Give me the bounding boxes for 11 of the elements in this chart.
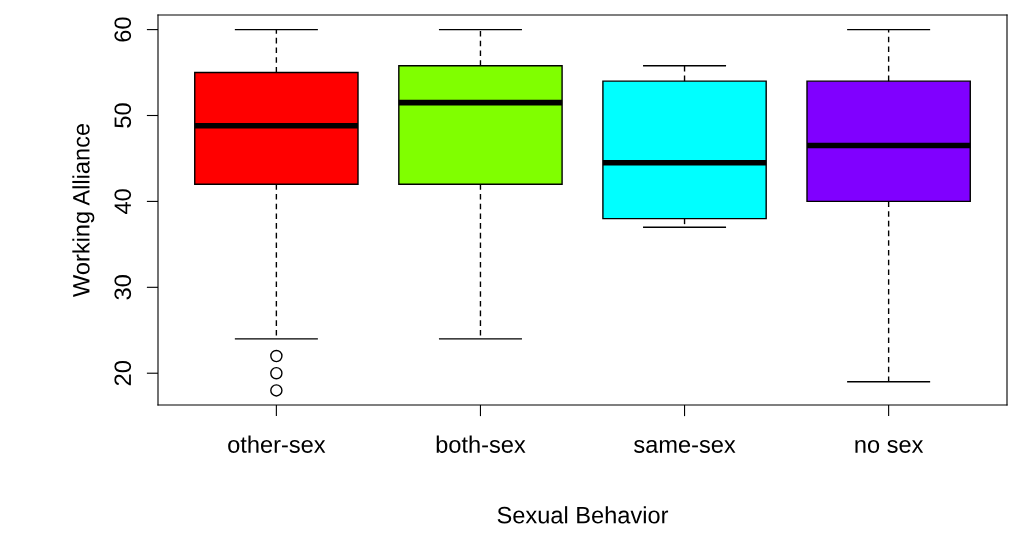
y-tick-label: 20 — [114, 361, 132, 386]
y-tick-label: 40 — [114, 189, 132, 214]
x-tick-label: other-sex — [228, 435, 326, 453]
x-tick-label: same-sex — [634, 439, 736, 453]
x-tick-label: no sex — [855, 439, 924, 453]
x-axis-title: Sexual Behavior — [497, 506, 669, 524]
y-tick-label: 30 — [114, 275, 132, 300]
y-axis-title: Working Alliance — [72, 123, 95, 297]
y-tick-label: 60 — [114, 17, 132, 42]
x-tick-label: both-sex — [436, 435, 526, 453]
y-tick-label: 50 — [114, 103, 132, 128]
